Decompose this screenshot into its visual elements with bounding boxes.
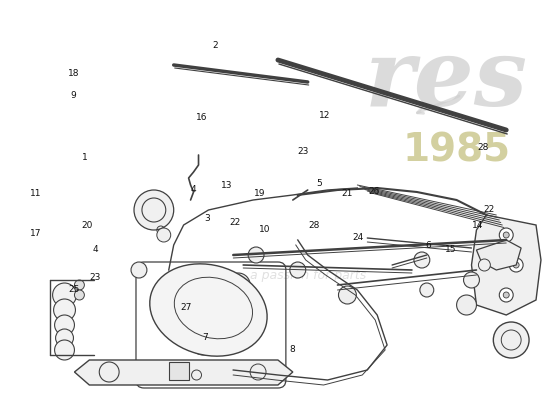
Circle shape <box>290 262 306 278</box>
Text: 6: 6 <box>426 242 431 250</box>
Text: a passion for parts: a passion for parts <box>250 268 366 282</box>
Text: 3: 3 <box>205 214 210 222</box>
Bar <box>169 362 189 380</box>
Circle shape <box>134 190 174 230</box>
Circle shape <box>338 286 356 304</box>
Ellipse shape <box>150 264 267 356</box>
Circle shape <box>74 290 84 300</box>
Text: 9: 9 <box>71 92 76 100</box>
Text: 23: 23 <box>298 148 309 156</box>
Text: 12: 12 <box>319 112 331 120</box>
Text: 26: 26 <box>368 188 379 196</box>
Text: 4: 4 <box>191 186 196 194</box>
Circle shape <box>54 340 74 360</box>
Circle shape <box>464 272 480 288</box>
Text: 8: 8 <box>289 346 295 354</box>
Text: 16: 16 <box>196 114 208 122</box>
Polygon shape <box>471 215 541 315</box>
Circle shape <box>56 329 74 347</box>
Circle shape <box>503 292 509 298</box>
Text: 18: 18 <box>68 70 79 78</box>
Circle shape <box>478 259 491 271</box>
Text: 13: 13 <box>221 182 232 190</box>
Circle shape <box>503 232 509 238</box>
Circle shape <box>53 299 75 321</box>
Circle shape <box>189 325 218 355</box>
Circle shape <box>513 262 519 268</box>
Text: 19: 19 <box>254 190 265 198</box>
Text: 7: 7 <box>202 334 207 342</box>
Circle shape <box>157 228 170 242</box>
Text: 17: 17 <box>30 230 41 238</box>
Text: 4: 4 <box>93 246 98 254</box>
Text: 23: 23 <box>90 274 101 282</box>
Circle shape <box>248 247 264 263</box>
Text: 20: 20 <box>81 222 93 230</box>
Circle shape <box>226 273 250 297</box>
Text: 25: 25 <box>68 286 79 294</box>
Circle shape <box>499 228 513 242</box>
Text: 15: 15 <box>444 246 456 254</box>
Text: 28: 28 <box>477 144 489 152</box>
Text: 5: 5 <box>316 180 322 188</box>
Text: 1: 1 <box>82 154 87 162</box>
Text: 22: 22 <box>483 206 494 214</box>
Polygon shape <box>74 360 293 385</box>
Text: res: res <box>365 35 528 125</box>
Circle shape <box>414 252 430 268</box>
Text: 1985: 1985 <box>403 131 510 169</box>
Text: 28: 28 <box>308 222 320 230</box>
Circle shape <box>420 283 434 297</box>
Circle shape <box>456 295 476 315</box>
Circle shape <box>53 283 76 307</box>
Circle shape <box>74 280 84 290</box>
Polygon shape <box>476 240 521 270</box>
Circle shape <box>54 315 74 335</box>
Text: 21: 21 <box>341 190 353 198</box>
Circle shape <box>250 364 266 380</box>
Circle shape <box>499 288 513 302</box>
Circle shape <box>191 370 201 380</box>
Text: 24: 24 <box>352 234 363 242</box>
Text: 22: 22 <box>229 218 240 226</box>
Text: 27: 27 <box>180 304 191 312</box>
Text: 10: 10 <box>259 226 271 234</box>
Text: 11: 11 <box>30 190 41 198</box>
Text: 2: 2 <box>213 42 218 50</box>
Text: 14: 14 <box>472 222 483 230</box>
Circle shape <box>99 362 119 382</box>
Circle shape <box>131 262 147 278</box>
Circle shape <box>493 322 529 358</box>
Circle shape <box>509 258 523 272</box>
